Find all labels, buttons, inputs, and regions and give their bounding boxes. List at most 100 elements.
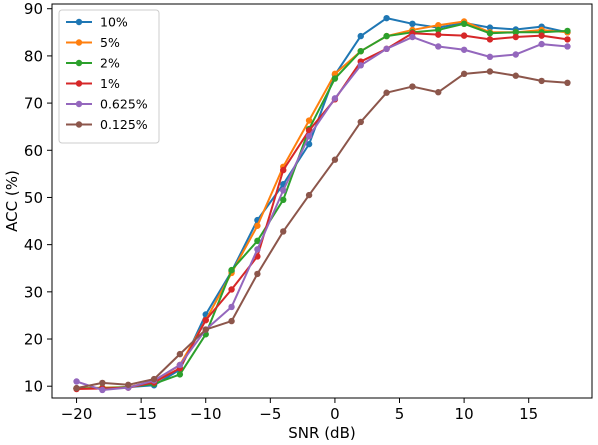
data-point xyxy=(409,20,416,28)
data-point xyxy=(305,117,313,124)
x-tick-label: −20 xyxy=(61,405,93,423)
data-point xyxy=(357,32,364,40)
data-point xyxy=(409,83,416,90)
data-point xyxy=(486,36,494,43)
data-point xyxy=(228,303,235,311)
data-point xyxy=(254,222,261,229)
series-4 xyxy=(73,33,571,394)
data-point xyxy=(176,361,184,369)
series-line xyxy=(76,36,568,391)
data-point xyxy=(280,196,287,204)
data-point xyxy=(460,20,468,28)
y-axis-label: ACC (%) xyxy=(3,170,21,232)
y-tick-label: 90 xyxy=(24,0,43,18)
legend-marker xyxy=(75,100,83,108)
x-axis-label: SNR (dB) xyxy=(288,424,355,442)
y-tick-label: 30 xyxy=(24,283,43,301)
data-point xyxy=(228,286,235,293)
data-point xyxy=(460,46,468,53)
legend-item: 5% xyxy=(66,35,120,50)
legend: 10% 5% 2% 1% 0.625% 0.125% xyxy=(58,9,160,144)
data-point xyxy=(538,32,545,39)
data-point xyxy=(305,132,313,140)
data-point xyxy=(357,47,364,55)
data-point xyxy=(564,79,571,87)
x-tick-label: 5 xyxy=(395,405,405,423)
data-point xyxy=(357,62,364,69)
data-point xyxy=(383,14,390,22)
data-point xyxy=(280,187,287,194)
legend-label: 0.125% xyxy=(100,117,148,132)
data-point xyxy=(331,156,339,163)
data-point xyxy=(435,31,442,38)
series-line xyxy=(76,22,568,390)
data-point xyxy=(564,43,571,50)
data-point xyxy=(538,77,545,85)
legend-marker xyxy=(75,59,83,67)
data-point xyxy=(435,89,442,96)
series-line xyxy=(76,32,568,391)
data-point xyxy=(383,45,390,53)
data-point xyxy=(73,384,80,392)
y-tick-label: 60 xyxy=(24,142,43,160)
legend-marker xyxy=(75,121,83,128)
legend-label: 10% xyxy=(100,15,128,30)
y-tick-label: 70 xyxy=(24,95,43,113)
data-point xyxy=(435,22,442,29)
data-point xyxy=(254,237,261,245)
data-point xyxy=(228,317,235,325)
data-point xyxy=(280,228,287,235)
legend-label: 0.625% xyxy=(100,97,148,112)
legend-label: 1% xyxy=(100,76,120,91)
data-point xyxy=(305,191,313,199)
data-point xyxy=(228,266,235,274)
y-tick-label: 50 xyxy=(24,189,43,207)
data-point xyxy=(512,29,519,36)
legend-label: 2% xyxy=(100,56,120,71)
legend-item: 1% xyxy=(66,76,120,91)
data-point xyxy=(460,32,468,39)
data-point xyxy=(383,32,390,40)
data-point xyxy=(564,27,571,35)
data-point xyxy=(99,379,106,387)
data-point xyxy=(460,70,468,78)
data-point xyxy=(125,381,132,388)
legend-marker xyxy=(75,39,83,46)
legend-item: 0.125% xyxy=(66,117,148,132)
series-layer xyxy=(73,14,571,394)
data-point xyxy=(280,166,287,174)
legend-item: 2% xyxy=(66,56,120,71)
legend-item: 10% xyxy=(66,15,128,30)
data-point xyxy=(305,140,313,148)
y-tick-label: 20 xyxy=(24,331,43,349)
x-axis: −20 −15 −10 −5 0 5 10 15 xyxy=(61,398,538,423)
data-point xyxy=(409,33,416,41)
legend-marker xyxy=(75,80,83,87)
legend-marker xyxy=(75,18,83,26)
data-point xyxy=(512,51,519,58)
data-point xyxy=(331,75,339,82)
x-tick-label: −10 xyxy=(190,405,222,423)
data-point xyxy=(486,24,494,31)
series-5 xyxy=(73,68,571,392)
data-point xyxy=(150,375,158,383)
x-tick-label: 15 xyxy=(519,405,538,423)
data-point xyxy=(331,95,339,102)
plot-frame xyxy=(51,3,593,399)
data-point xyxy=(435,43,442,50)
x-tick-label: −5 xyxy=(259,405,281,423)
data-point xyxy=(202,326,209,333)
data-point xyxy=(538,40,545,48)
data-point xyxy=(99,386,106,394)
data-point xyxy=(564,36,571,43)
data-point xyxy=(202,316,209,324)
legend-label: 5% xyxy=(100,35,120,50)
data-point xyxy=(73,378,80,385)
x-tick-label: −15 xyxy=(125,405,157,423)
data-point xyxy=(512,33,519,41)
data-point xyxy=(176,371,184,378)
data-point xyxy=(486,68,494,75)
y-tick-label: 10 xyxy=(24,378,43,396)
data-point xyxy=(357,118,364,126)
